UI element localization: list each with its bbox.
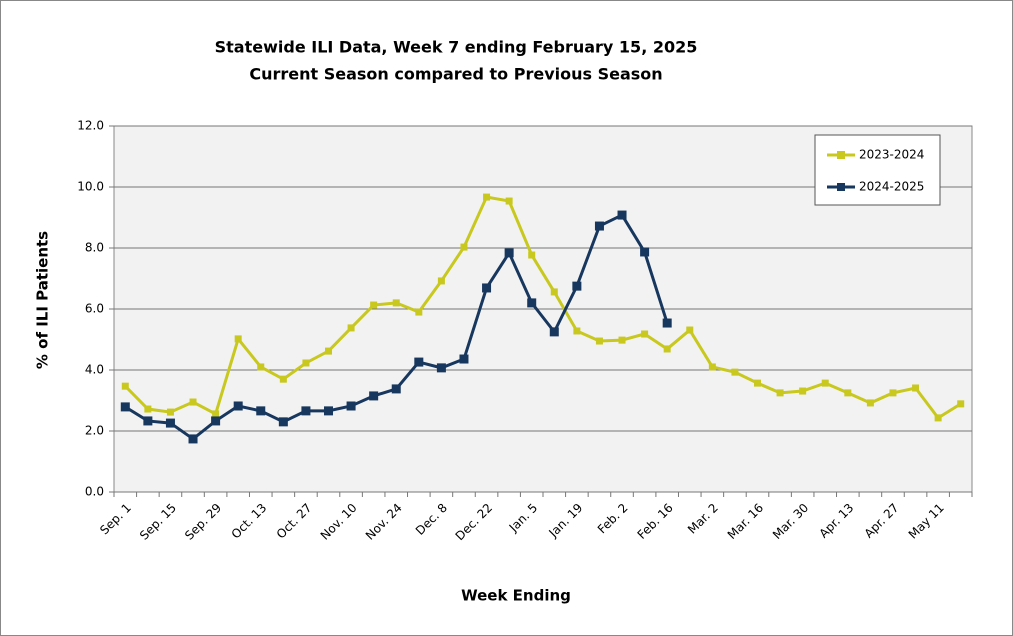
point — [844, 389, 852, 397]
point — [549, 327, 559, 337]
point — [686, 326, 694, 334]
y-tick-label: 2.0 — [85, 424, 104, 438]
point — [212, 410, 220, 418]
point — [234, 335, 242, 343]
point — [324, 406, 333, 416]
point — [278, 417, 288, 427]
point — [459, 354, 469, 364]
legend-box — [814, 134, 941, 206]
point — [392, 299, 400, 307]
point — [460, 243, 468, 251]
point — [641, 330, 649, 338]
y-tick-label: 6.0 — [85, 302, 104, 316]
point — [143, 416, 153, 426]
point — [166, 408, 174, 416]
point — [188, 434, 198, 444]
point — [731, 368, 739, 376]
y-tick-label: 4.0 — [85, 363, 104, 377]
point — [482, 283, 492, 293]
point — [325, 347, 332, 355]
legend-label: 2023-2024 — [859, 148, 924, 162]
point — [934, 414, 942, 422]
point — [527, 298, 537, 308]
point — [618, 336, 626, 344]
y-axis-title: % of ILI Patients — [34, 231, 52, 369]
point — [120, 402, 130, 412]
y-tick-label: 10.0 — [77, 180, 104, 194]
point — [889, 389, 897, 397]
point — [595, 337, 603, 345]
point — [369, 391, 379, 401]
point — [233, 401, 243, 411]
legend-label: 2024-2025 — [859, 180, 924, 194]
point — [211, 416, 221, 426]
point — [594, 221, 604, 231]
series-line — [124, 195, 962, 420]
point — [663, 345, 671, 353]
y-tick-label: 8.0 — [85, 241, 104, 255]
point — [662, 318, 672, 328]
chart-subtitle: Current Season compared to Previous Seas… — [249, 65, 662, 84]
point — [505, 197, 513, 205]
y-tick-label: 12.0 — [77, 119, 104, 133]
point — [302, 359, 310, 367]
point — [279, 375, 287, 383]
point — [528, 251, 536, 259]
y-tick-label: 0.0 — [85, 485, 104, 499]
point — [776, 389, 784, 397]
point — [573, 327, 581, 335]
point — [121, 382, 129, 390]
point — [437, 277, 445, 285]
point — [256, 406, 266, 416]
point — [572, 281, 582, 291]
point — [436, 363, 446, 373]
point — [189, 398, 197, 406]
point — [415, 308, 423, 316]
point — [504, 248, 514, 258]
point — [301, 406, 311, 416]
point — [640, 247, 650, 257]
point — [912, 384, 920, 392]
legend-marker — [837, 151, 845, 159]
point — [346, 401, 356, 411]
point — [483, 193, 491, 201]
x-axis-title: Week Ending — [461, 587, 571, 605]
point — [754, 379, 761, 387]
legend-marker — [837, 183, 845, 191]
point — [165, 418, 175, 428]
point — [414, 357, 424, 367]
point — [550, 288, 558, 296]
point — [799, 387, 807, 395]
chart-title: Statewide ILI Data, Week 7 ending Februa… — [215, 38, 698, 57]
point — [144, 405, 152, 413]
point — [257, 363, 265, 371]
point — [617, 210, 627, 220]
point — [347, 324, 355, 332]
point — [391, 384, 401, 394]
point — [866, 399, 874, 407]
point — [370, 301, 378, 309]
point — [821, 379, 829, 387]
point — [708, 363, 716, 371]
point — [957, 400, 965, 408]
